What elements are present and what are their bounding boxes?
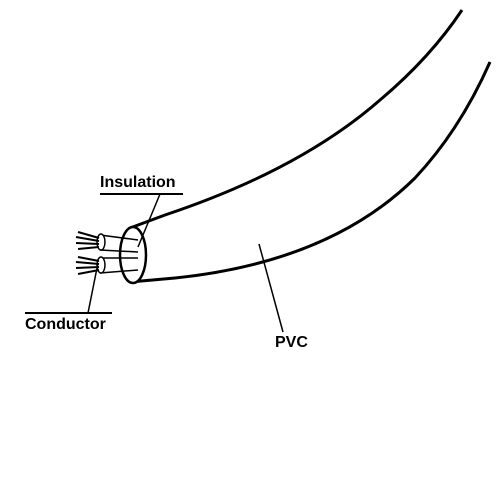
conductor-top xyxy=(76,232,99,249)
leader-insulation xyxy=(138,194,160,247)
label-insulation: Insulation xyxy=(100,174,176,192)
cable-diagram xyxy=(0,0,500,500)
pvc-outer-top xyxy=(130,10,462,228)
label-conductor: Conductor xyxy=(25,316,106,334)
label-pvc: PVC xyxy=(275,334,308,352)
pvc-outer-bottom xyxy=(130,62,490,282)
